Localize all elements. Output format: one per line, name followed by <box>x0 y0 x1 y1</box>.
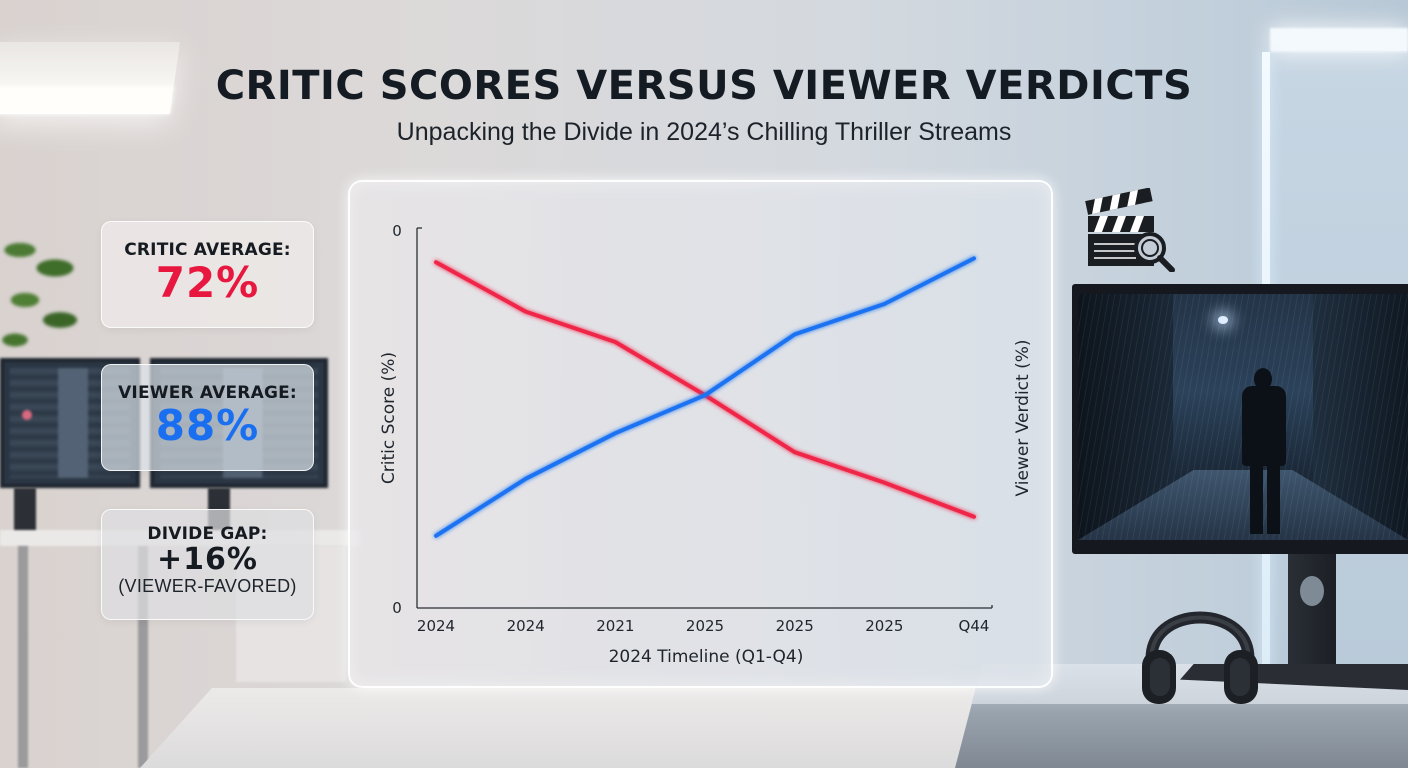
silhouette-figure <box>1254 368 1272 390</box>
chart-series <box>434 256 976 538</box>
divide-gap-card: DIVIDE GAP: +16% (VIEWER-FAVORED) <box>101 509 314 620</box>
ceiling-light <box>1270 28 1408 52</box>
critic-average-card: CRITIC AVERAGE: 72% <box>101 221 314 328</box>
y-axis-label: Critic Score (%) <box>379 352 399 484</box>
page-title: CRITIC SCORES VERSUS VIEWER VERDICTS <box>215 63 1193 109</box>
x-axis-label: 2024 Timeline (Q1-Q4) <box>609 647 804 667</box>
divide-gap-value: +16% <box>157 542 258 577</box>
y-tick-label: 0 <box>392 222 402 240</box>
x-tick-label: 2021 <box>596 617 634 635</box>
x-tick-label: Q44 <box>959 617 990 635</box>
plant <box>0 230 90 360</box>
x-tick-label: 2024 <box>507 617 545 635</box>
thriller-scene-screen <box>1078 294 1408 540</box>
x-tick-label: 2024 <box>417 617 455 635</box>
x-tick-label: 2025 <box>776 617 814 635</box>
desk-leg <box>138 546 148 768</box>
x-tick-label: 2025 <box>686 617 724 635</box>
monitor <box>1072 284 1408 554</box>
x-tick-labels: 2024 2024 2021 2025 2025 2025 Q44 <box>417 617 990 635</box>
x-tick-label: 2025 <box>865 617 903 635</box>
desk-surface <box>140 688 1040 768</box>
divide-gap-label: DIVIDE GAP: <box>147 524 268 544</box>
headphones-icon <box>1142 611 1258 704</box>
critic-average-label: CRITIC AVERAGE: <box>124 240 291 260</box>
viewer-average-card: VIEWER AVERAGE: 88% <box>101 364 314 471</box>
page-subtitle: Unpacking the Divide in 2024’s Chilling … <box>396 118 1012 146</box>
clapperboard-search-icon <box>1085 188 1175 272</box>
viewer-verdict-line <box>434 256 976 538</box>
line-chart-panel: 0 0 2024 2024 2021 2025 2025 2025 Q44 2024 Tim… <box>348 180 1053 688</box>
y-tick-label: 0 <box>392 599 402 617</box>
desk-leg <box>18 546 28 768</box>
monitor-stand <box>1288 554 1336 672</box>
viewer-average-label: VIEWER AVERAGE: <box>118 383 297 403</box>
divide-gap-note: (VIEWER-FAVORED) <box>118 576 297 596</box>
y2-axis-label: Viewer Verdict (%) <box>1013 339 1033 496</box>
viewer-average-value: 88% <box>155 401 260 450</box>
line-chart: 0 0 2024 2024 2021 2025 2025 2025 Q44 2024 Tim… <box>379 222 1033 667</box>
monitor-stand <box>14 488 36 538</box>
critic-average-value: 72% <box>155 258 260 307</box>
